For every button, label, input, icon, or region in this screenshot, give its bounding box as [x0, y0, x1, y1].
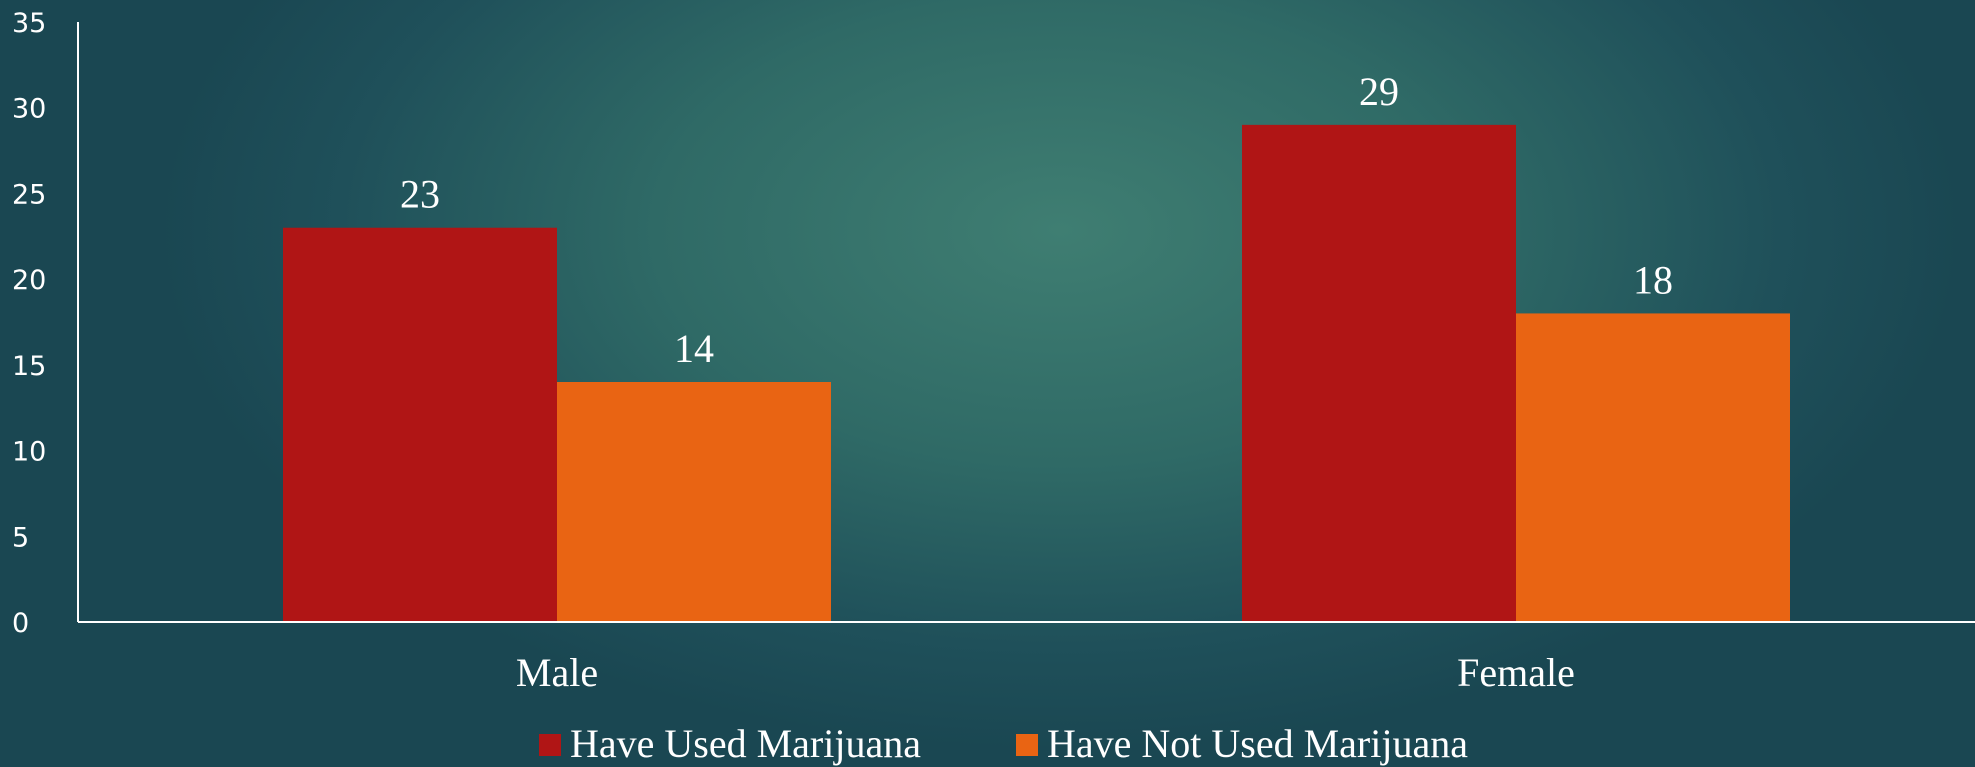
- bar-male-series-1: [283, 227, 557, 622]
- y-tick-label: 20: [12, 265, 46, 296]
- bar-male-series-2: [557, 382, 831, 622]
- legend: Have Used Marijuana Have Not Used Marijua…: [539, 721, 1468, 766]
- bars: [283, 124, 1790, 622]
- legend-swatch: [539, 734, 561, 756]
- data-label: 14: [674, 326, 714, 371]
- data-labels: 23 14 29 18: [400, 69, 1673, 371]
- x-category-label: Male: [516, 650, 598, 695]
- y-tick-label: 10: [12, 437, 46, 468]
- legend-label: Have Used Marijuana: [570, 721, 921, 766]
- y-tick-label: 25: [12, 179, 46, 210]
- data-label: 29: [1359, 69, 1399, 114]
- y-tick-label: 5: [12, 522, 29, 553]
- y-tick-label: 30: [12, 94, 46, 125]
- data-label: 23: [400, 172, 440, 217]
- bar-female-series-2: [1516, 313, 1790, 622]
- x-category-label: Female: [1457, 650, 1575, 695]
- y-tick-label: 15: [12, 351, 46, 382]
- y-axis-tick-labels: 0 5 10 15 20 25 30 35: [12, 8, 46, 639]
- legend-swatch: [1016, 734, 1038, 756]
- x-axis-category-labels: Male Female: [516, 650, 1575, 695]
- y-tick-label: 0: [12, 608, 29, 639]
- legend-label: Have Not Used Marijuana: [1047, 721, 1468, 766]
- bar-female-series-1: [1242, 124, 1516, 622]
- y-tick-label: 35: [12, 8, 46, 39]
- data-label: 18: [1633, 257, 1673, 302]
